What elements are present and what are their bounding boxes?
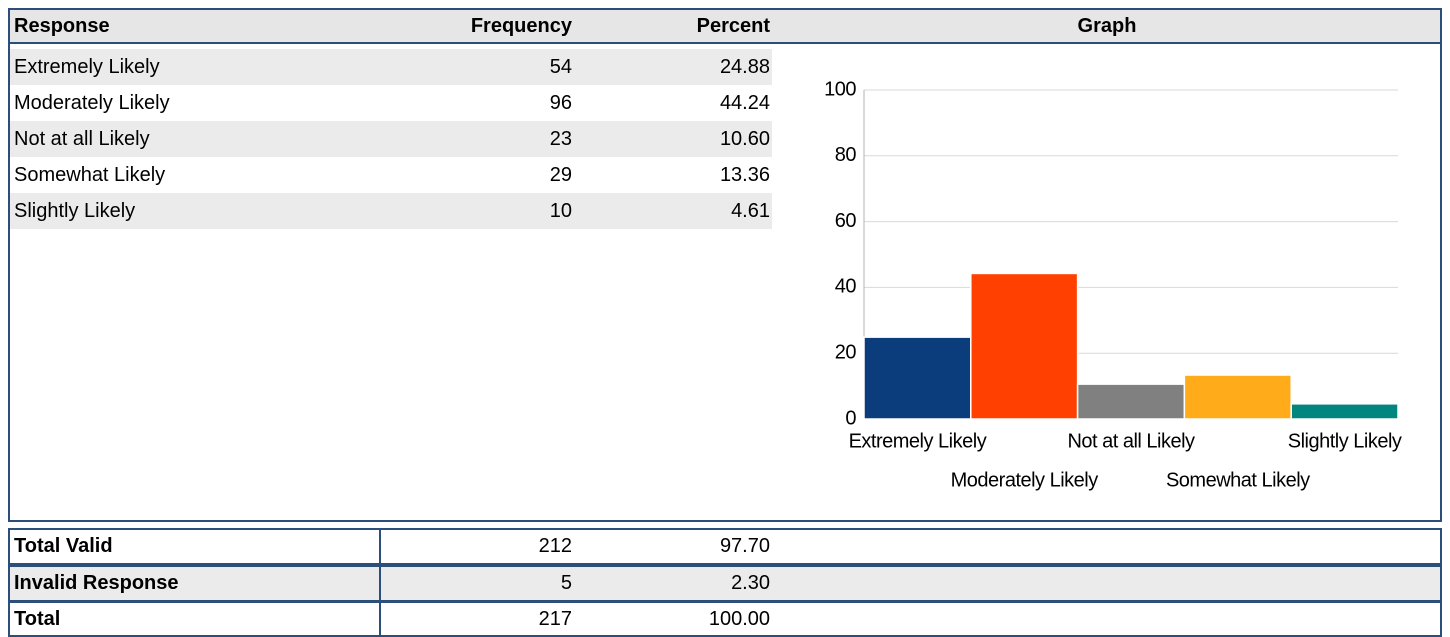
x-tick-label: Somewhat Likely xyxy=(1166,469,1310,491)
bar xyxy=(1183,374,1292,420)
frequency-cell: 23 xyxy=(549,128,572,150)
y-tick-label: 0 xyxy=(845,407,856,429)
frequency-cell: 96 xyxy=(549,92,572,114)
response-cell: Extremely Likely xyxy=(14,56,160,78)
response-cell: Moderately Likely xyxy=(14,92,170,114)
header-cell: Percent xyxy=(696,15,770,37)
row-stripe xyxy=(10,121,772,157)
bar xyxy=(1076,383,1186,420)
y-tick-label: 100 xyxy=(824,78,856,100)
bar xyxy=(970,272,1079,420)
summary-frequency: 5 xyxy=(560,572,572,594)
y-tick-label: 80 xyxy=(835,144,857,166)
x-tick-label: Moderately Likely xyxy=(951,469,1099,491)
header-row xyxy=(10,10,1440,44)
percent-cell: 44.24 xyxy=(719,92,770,114)
percent-cell: 4.61 xyxy=(731,200,770,222)
row-stripe xyxy=(10,49,772,85)
percent-cell: 13.36 xyxy=(719,164,770,186)
summary-label: Total xyxy=(14,608,61,630)
frequency-cell: 29 xyxy=(549,164,572,186)
response-cell: Somewhat Likely xyxy=(14,164,166,186)
bar xyxy=(863,336,972,420)
summary-frequency: 217 xyxy=(538,608,572,630)
header-cell: Frequency xyxy=(470,15,572,37)
summary-label: Invalid Response xyxy=(14,572,179,594)
percent-cell: 24.88 xyxy=(719,56,770,78)
y-tick-label: 40 xyxy=(835,276,857,298)
x-tick-label: Not at all Likely xyxy=(1067,430,1195,452)
row-stripe xyxy=(10,193,772,229)
frequency-cell: 10 xyxy=(549,200,572,222)
response-cell: Slightly Likely xyxy=(14,200,136,222)
y-tick-label: 20 xyxy=(835,341,857,363)
x-tick-label: Extremely Likely xyxy=(849,430,987,452)
percent-cell: 10.60 xyxy=(719,128,770,150)
x-tick-label: Slightly Likely xyxy=(1288,430,1402,452)
bar xyxy=(1290,403,1399,420)
main-frame xyxy=(8,8,1442,522)
summary-divider xyxy=(379,528,381,564)
y-tick-label: 60 xyxy=(835,210,857,232)
header-cell: Graph xyxy=(1077,15,1137,37)
summary-label: Total Valid xyxy=(14,535,113,557)
header-cell: Response xyxy=(14,15,110,37)
response-cell: Not at all Likely xyxy=(14,128,150,150)
summary-row xyxy=(8,601,1442,637)
summary-percent: 97.70 xyxy=(719,535,770,557)
summary-divider xyxy=(379,601,381,637)
summary-percent: 100.00 xyxy=(708,608,770,630)
summary-row xyxy=(8,528,1442,565)
summary-divider xyxy=(379,565,381,601)
frequency-cell: 54 xyxy=(549,56,572,78)
summary-frequency: 212 xyxy=(538,535,572,557)
summary-percent: 2.30 xyxy=(731,572,770,594)
